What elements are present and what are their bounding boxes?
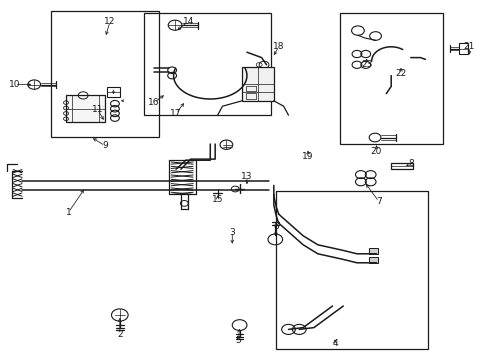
Text: 16: 16: [148, 98, 160, 107]
Bar: [458, 43, 468, 54]
Text: 11: 11: [92, 105, 103, 114]
Text: 9: 9: [102, 141, 108, 150]
Text: 10: 10: [9, 80, 20, 89]
Bar: [390, 163, 412, 169]
Text: 4: 4: [331, 339, 337, 348]
Text: 19: 19: [302, 152, 313, 161]
Text: 17: 17: [170, 109, 182, 118]
Bar: [106, 87, 120, 97]
Text: 6: 6: [273, 222, 279, 231]
Bar: [368, 248, 377, 254]
Bar: [368, 257, 377, 263]
Text: 22: 22: [394, 69, 406, 78]
Text: 21: 21: [463, 42, 474, 51]
Bar: [66, 95, 105, 122]
Bar: [339, 13, 442, 144]
Bar: [245, 93, 255, 99]
Text: 1: 1: [65, 208, 71, 217]
Text: 13: 13: [241, 172, 252, 181]
Text: 5: 5: [235, 336, 241, 345]
Text: 7: 7: [375, 197, 381, 206]
Bar: [242, 67, 273, 101]
Bar: [276, 191, 427, 349]
Text: 3: 3: [229, 228, 235, 237]
Text: 15: 15: [211, 195, 223, 204]
Text: 8: 8: [407, 159, 413, 168]
Text: 23: 23: [360, 60, 372, 69]
Text: 12: 12: [104, 17, 116, 26]
Text: 2: 2: [117, 330, 122, 339]
Text: 14: 14: [182, 17, 194, 26]
Bar: [245, 86, 255, 91]
Bar: [51, 11, 159, 137]
Text: 20: 20: [370, 147, 382, 156]
Text: 18: 18: [272, 42, 284, 51]
Bar: [144, 13, 271, 115]
